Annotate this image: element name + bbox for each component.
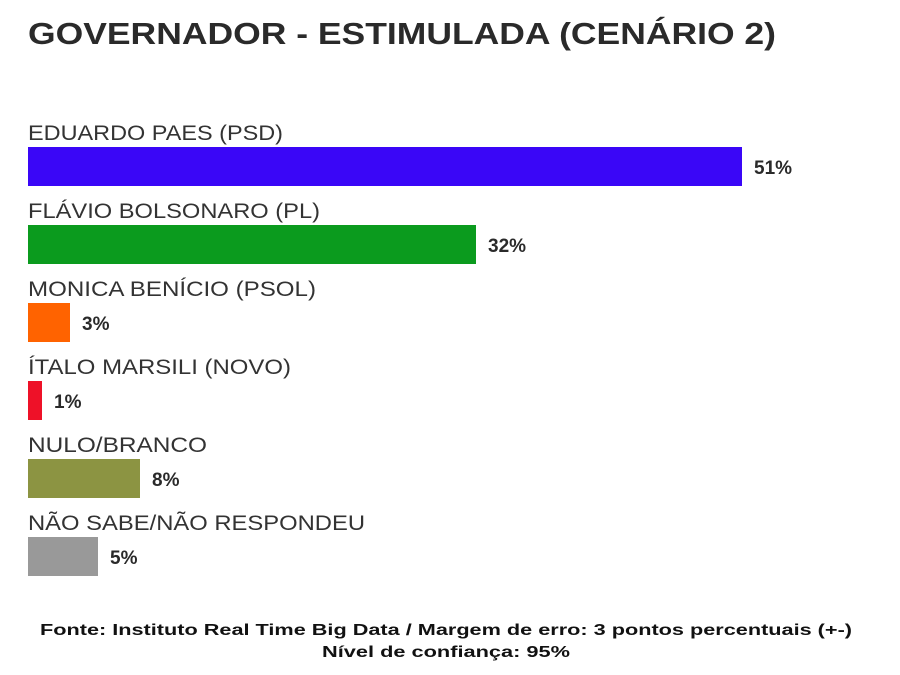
value-label: 51% — [754, 158, 792, 179]
footer-source: Fonte: Instituto Real Time Big Data / Ma… — [40, 622, 852, 639]
bar — [28, 537, 98, 576]
value-label: 3% — [82, 314, 110, 335]
chart-title: GOVERNADOR - ESTIMULADA (CENÁRIO 2) — [28, 16, 776, 51]
category-label: FLÁVIO BOLSONARO (PL) — [28, 200, 320, 223]
category-label: EDUARDO PAES (PSD) — [28, 122, 283, 145]
bars-group: EDUARDO PAES (PSD) 51% FLÁVIO BOLSONARO (P… — [28, 122, 792, 576]
bar — [28, 381, 42, 420]
bar — [28, 459, 140, 498]
bar — [28, 303, 70, 342]
bar — [28, 225, 476, 264]
footer-confidence: Nível de confiança: 95% — [322, 644, 570, 661]
value-label: 32% — [488, 236, 526, 257]
category-label: NULO/BRANCO — [28, 434, 207, 457]
value-label: 5% — [110, 548, 138, 569]
bar — [28, 147, 742, 186]
category-label: MONICA BENÍCIO (PSOL) — [28, 278, 316, 301]
category-label: NÃO SABE/NÃO RESPONDEU — [28, 511, 365, 535]
category-label: ÍTALO MARSILI (NOVO) — [28, 356, 291, 379]
value-label: 8% — [152, 470, 180, 491]
value-label: 1% — [54, 392, 82, 413]
